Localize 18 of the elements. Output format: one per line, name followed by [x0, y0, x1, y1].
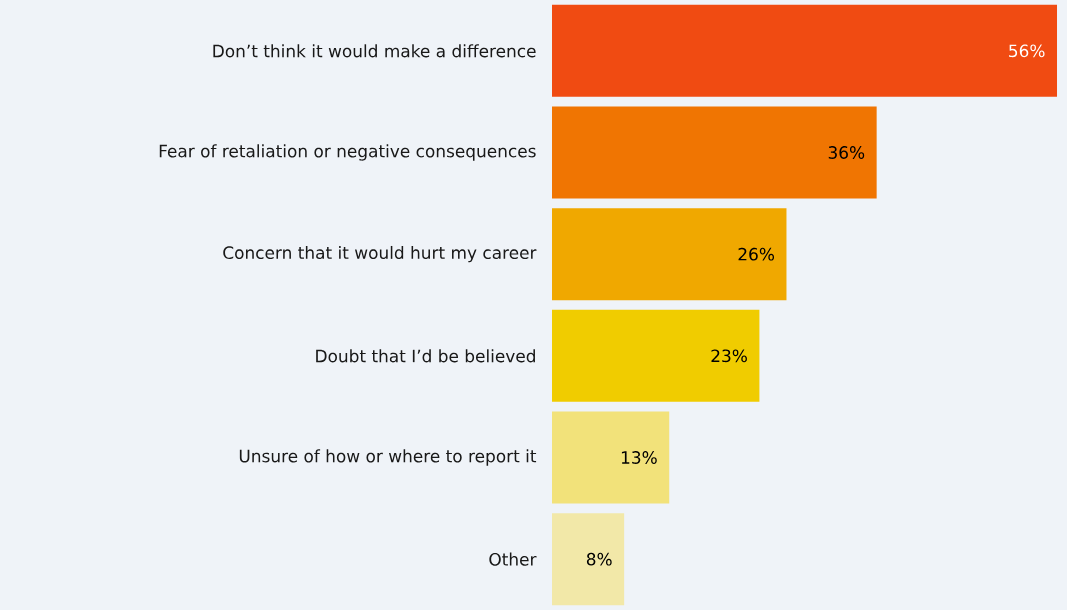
- y-tick-label: Fear of retaliation or negative consequences: [159, 144, 536, 161]
- bar: [552, 513, 625, 606]
- y-tick-label: Other: [489, 552, 537, 566]
- data-label: 36%: [828, 146, 865, 159]
- bar: [552, 309, 760, 402]
- bar: [552, 411, 670, 504]
- y-tick-label: Doubt that I’d be believed: [316, 349, 535, 363]
- data-label: 56%: [1009, 44, 1045, 58]
- y-tick-label: Don’t think it would make a difference: [213, 44, 536, 58]
- y-tick-label: Unsure of how or where to report it: [239, 449, 537, 466]
- data-label: 13%: [621, 451, 657, 464]
- bar: [552, 208, 787, 301]
- data-label: 26%: [738, 247, 774, 261]
- y-tick-label: Concern that it would hurt my career: [223, 245, 537, 263]
- data-label: 8%: [586, 552, 612, 566]
- data-label: 23%: [711, 349, 747, 363]
- bar: [552, 4, 1058, 97]
- bar: [552, 106, 877, 199]
